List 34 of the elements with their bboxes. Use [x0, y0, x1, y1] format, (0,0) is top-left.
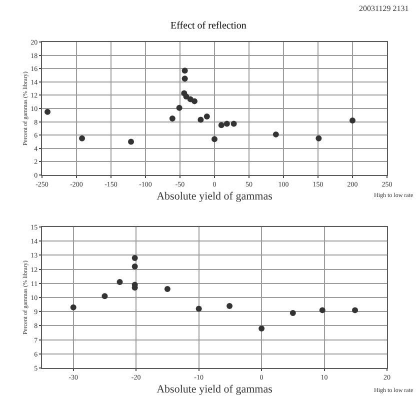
- point: [176, 104, 182, 111]
- point: [218, 122, 224, 128]
- point: [132, 255, 138, 262]
- point: [132, 263, 138, 270]
- point: [290, 310, 296, 316]
- point: [198, 116, 204, 123]
- point: [258, 326, 265, 332]
- point: [44, 108, 51, 115]
- x-axis-title: Absolute yield of gammas: [156, 190, 272, 203]
- text: 20031129 2131: [359, 4, 409, 13]
- point: [352, 307, 358, 314]
- point: [191, 98, 198, 104]
- point: [224, 120, 230, 127]
- point: [272, 131, 279, 138]
- point: [350, 117, 356, 124]
- point: [182, 68, 188, 74]
- chart-title: Effect of reflection: [170, 20, 246, 32]
- point: [116, 278, 123, 285]
- point: [226, 302, 233, 309]
- point: [169, 115, 176, 122]
- point: [212, 136, 218, 142]
- point: [204, 113, 210, 120]
- point: [102, 293, 108, 300]
- point: [316, 135, 322, 142]
- point: [164, 286, 170, 292]
- point: [196, 306, 202, 312]
- point: [183, 94, 190, 100]
- point: [128, 138, 134, 145]
- point: [182, 76, 188, 82]
- point: [70, 304, 76, 310]
- point: [79, 135, 86, 142]
- point: [319, 307, 326, 314]
- x-axis-title: Absolute yield of gammas: [156, 384, 272, 396]
- point: [230, 120, 237, 127]
